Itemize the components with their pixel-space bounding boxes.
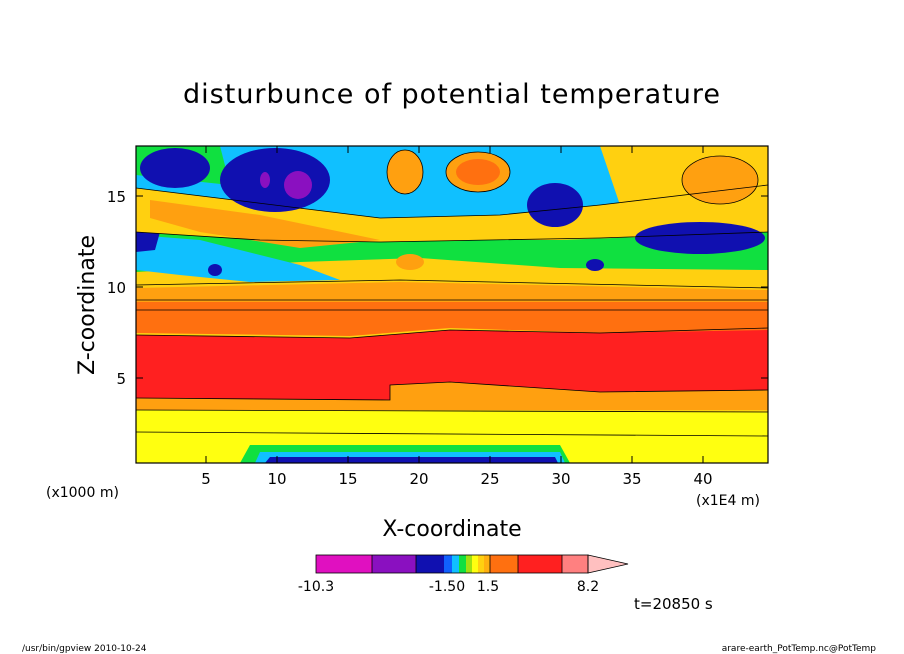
colorbar-label: -1.50 xyxy=(429,579,465,595)
x-tick-label: 5 xyxy=(201,470,211,488)
colorbar-cell xyxy=(490,555,518,573)
x-tick-label: 25 xyxy=(480,470,499,488)
y-tick-labels: 5 10 15 xyxy=(107,188,126,388)
x-tick-label: 40 xyxy=(693,470,712,488)
y-tick-label: 10 xyxy=(107,279,126,297)
cell-orange-mid xyxy=(396,254,424,270)
cell-blue-right xyxy=(635,222,765,254)
footer-left: /usr/bin/gpview 2010-10-24 xyxy=(22,644,147,654)
cell-purple-small xyxy=(260,172,270,188)
plot-frame xyxy=(135,145,769,464)
x-tick-label: 10 xyxy=(267,470,286,488)
band-orange-upper-left xyxy=(150,200,380,248)
cell-blue-top-center xyxy=(220,148,330,212)
cell-blue-top-left xyxy=(140,148,210,188)
footer-right: arare-earth_PotTemp.nc@PotTemp xyxy=(722,644,877,654)
chart-title: disturbunce of potential temperature xyxy=(183,79,721,110)
cell-blue-mid xyxy=(527,183,583,227)
z-units-label: (x1000 m) xyxy=(46,485,119,501)
colorbar-cell xyxy=(372,555,416,573)
colorbar-label: 1.5 xyxy=(477,579,499,595)
y-axis xyxy=(136,195,768,379)
colorbar-cell xyxy=(459,555,466,573)
cell-blue-small-2 xyxy=(208,264,222,276)
y-tick-label: 15 xyxy=(107,188,126,206)
colorbar-arrow xyxy=(587,554,629,574)
x-axis-label: X-coordinate xyxy=(382,517,521,542)
x-tick-label: 15 xyxy=(338,470,357,488)
band-red-core xyxy=(136,328,768,400)
cell-orange-top-3 xyxy=(456,159,500,185)
colorbar-label: 8.2 xyxy=(577,579,599,595)
colorbar-cell xyxy=(562,555,588,573)
colorbar-cell xyxy=(484,555,490,573)
band-surface-blue xyxy=(265,457,558,463)
colorbar: -10.3 -1.50 1.5 8.2 xyxy=(298,554,629,595)
time-label: t=20850 s xyxy=(634,595,713,613)
cell-blue-small xyxy=(586,259,604,271)
colorbar-cell xyxy=(478,555,484,573)
colorbar-cell xyxy=(416,555,444,573)
colorbar-cell xyxy=(466,555,472,573)
contour-field xyxy=(136,146,768,463)
x-tick-label: 20 xyxy=(409,470,428,488)
cell-purple-top xyxy=(284,171,312,199)
cell-orange-top-1 xyxy=(387,150,423,194)
colorbar-cell xyxy=(452,555,459,573)
y-tick-label: 5 xyxy=(116,370,126,388)
contour-lines xyxy=(136,149,768,437)
cell-orange-right xyxy=(682,156,758,204)
colorbar-cell xyxy=(444,555,452,573)
x-units-label: (x1E4 m) xyxy=(696,493,760,509)
band-blue-left xyxy=(136,228,160,252)
y-axis-label: Z-coordinate xyxy=(75,235,100,375)
x-tick-labels: 5 10 15 20 25 30 35 40 xyxy=(201,470,712,488)
colorbar-frame xyxy=(315,554,589,574)
x-tick-label: 35 xyxy=(622,470,641,488)
colorbar-cell xyxy=(518,555,562,573)
colorbar-cell xyxy=(472,555,478,573)
x-axis xyxy=(205,146,704,463)
x-tick-label: 30 xyxy=(551,470,570,488)
colorbar-cell xyxy=(316,555,372,573)
band-cyan-left xyxy=(136,235,340,282)
band-orange-upper xyxy=(136,300,768,336)
colorbar-label: -10.3 xyxy=(298,579,334,595)
